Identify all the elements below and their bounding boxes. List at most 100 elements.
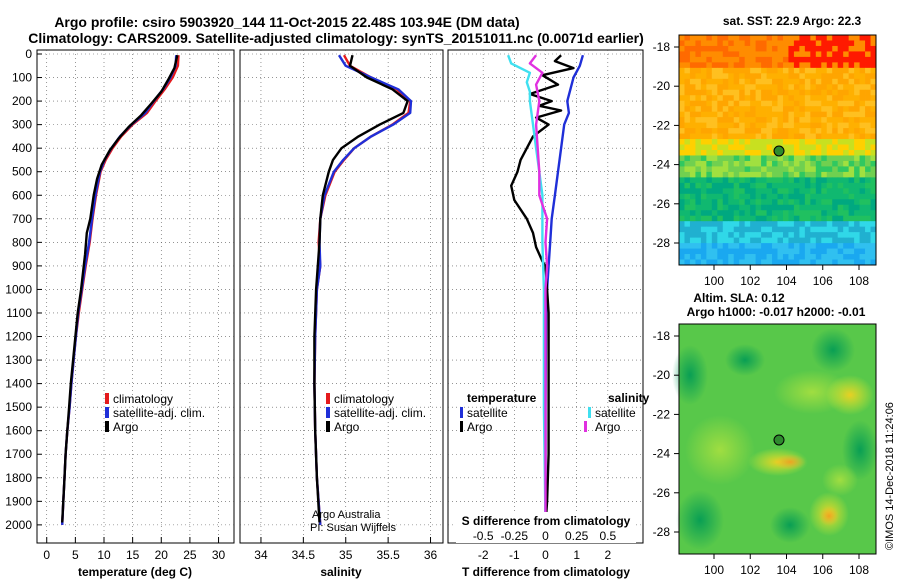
sst-cell [777, 56, 784, 63]
sst-cell [739, 35, 746, 41]
sst-cell [755, 122, 762, 129]
sst-cell [689, 199, 696, 206]
sst-cell [843, 221, 850, 228]
sst-cell [706, 166, 713, 173]
sst-cell [733, 182, 740, 189]
sst-cell [700, 106, 707, 113]
sst-cell [755, 89, 762, 96]
sst-cell [689, 193, 696, 200]
sst-cell [788, 166, 795, 173]
sst-cell [695, 117, 702, 124]
sst-cell [793, 100, 800, 107]
sst-cell [777, 45, 784, 52]
sst-cell [843, 150, 850, 156]
x-tick-label: 34 [254, 548, 268, 562]
annotation-pi: PI: Susan Wijffels [310, 522, 396, 534]
sst-cell [788, 144, 795, 151]
sst-cell [859, 95, 866, 102]
sst-cell [859, 89, 866, 96]
sst-cell [870, 160, 877, 167]
depth-tick-label: 0 [25, 47, 32, 61]
sst-cell [777, 95, 784, 102]
sst-cell [717, 122, 724, 129]
sst-cell [700, 150, 707, 156]
sst-cell [717, 144, 724, 151]
sst-cell [782, 40, 789, 47]
sst-cell [782, 95, 789, 102]
sst-cell [711, 139, 718, 145]
sst-cell [700, 155, 707, 162]
sst-cell [782, 259, 789, 266]
sst-cell [843, 67, 850, 74]
sst-cell [810, 84, 817, 91]
sst-cell [755, 226, 762, 233]
sst-cell [777, 193, 784, 200]
sst-cell [843, 40, 850, 47]
sst-cell [755, 84, 762, 91]
sst-cell [766, 199, 773, 206]
sst-cell [711, 166, 718, 173]
sst-cell [837, 40, 844, 47]
sst-cell [711, 226, 718, 233]
sst-cell [854, 237, 860, 244]
depth-tick-label: 1800 [5, 471, 32, 485]
sst-cell [772, 171, 778, 178]
sst-cell [810, 188, 817, 195]
sst-cell [826, 259, 833, 266]
sst-cell [854, 84, 860, 91]
sst-cell [706, 128, 713, 134]
sst-cell [772, 51, 778, 58]
sst-cell [826, 51, 833, 58]
sst-cell [695, 182, 702, 189]
sst-cell [711, 122, 718, 129]
sst-cell [821, 193, 828, 200]
sst-cell [706, 188, 713, 195]
sst-cell [689, 106, 696, 113]
sst-cell [837, 188, 844, 195]
sst-cell [821, 139, 828, 145]
difference-legend: temperature salinity satellite Argo sate… [460, 391, 650, 434]
sst-cell [722, 171, 729, 178]
sst-cell [799, 128, 806, 134]
sst-cell [843, 117, 850, 124]
sst-cell [761, 84, 767, 91]
sst-cell [815, 237, 822, 244]
sst-cell [717, 73, 724, 80]
sst-cell [717, 248, 724, 255]
sst-cell [788, 232, 795, 239]
sst-cell [750, 144, 757, 151]
sst-cell [744, 45, 751, 52]
sst-cell [793, 139, 800, 145]
sst-cell [848, 254, 855, 260]
sst-cell [810, 35, 817, 41]
sst-cell [744, 254, 751, 260]
sst-cell [722, 45, 729, 52]
sst-cell [870, 89, 877, 96]
lat-tick-label: -28 [653, 525, 671, 539]
sst-cell [684, 95, 691, 102]
sst-cell [777, 51, 784, 58]
sst-cell [777, 259, 784, 266]
sst-cell [859, 248, 866, 255]
sst-cell [755, 199, 762, 206]
depth-tick-label: 500 [12, 165, 32, 179]
sst-cell [859, 232, 866, 239]
sla-map: Altim. SLA: 0.12 Argo h1000: -0.017 h200… [653, 291, 878, 577]
sst-cell [744, 133, 751, 140]
sst-cell [733, 122, 740, 129]
sla-low-blob [672, 345, 708, 405]
sst-cell [717, 67, 724, 74]
sst-cell [854, 78, 860, 85]
sst-cell [739, 62, 746, 69]
sst-cell [700, 56, 707, 63]
sst-cell [793, 133, 800, 140]
sst-cell [679, 40, 685, 47]
sst-cell [843, 133, 850, 140]
sst-cell [854, 193, 860, 200]
sst-cell [848, 150, 855, 156]
sst-cell [706, 232, 713, 239]
sst-cell [706, 221, 713, 228]
sst-cell [772, 155, 778, 162]
sst-cell [700, 62, 707, 69]
sst-cell [722, 210, 729, 217]
